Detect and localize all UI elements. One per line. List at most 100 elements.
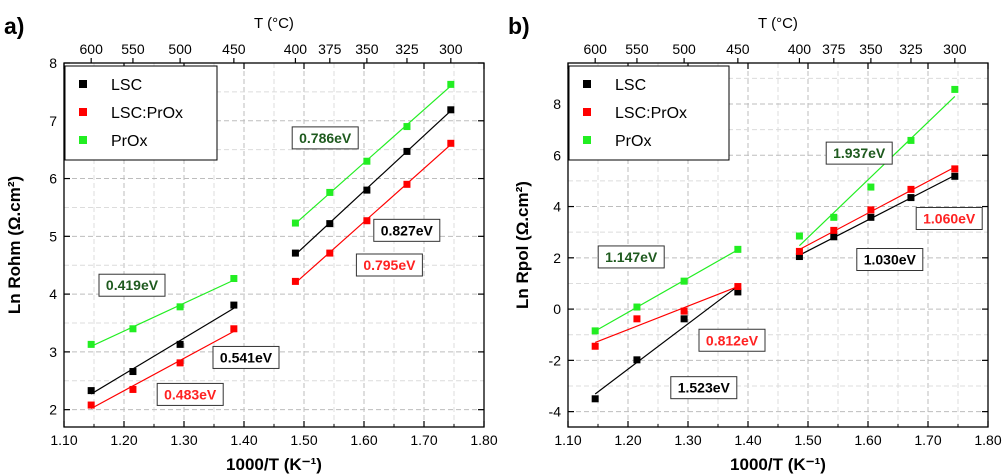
legend-label: LSC — [615, 77, 646, 94]
top-tick-label: 500 — [672, 41, 696, 57]
data-point — [291, 249, 299, 257]
legend-box — [64, 65, 218, 161]
annotation-label: 0.786eV — [299, 130, 352, 146]
annotation-label: 1.937eV — [833, 145, 886, 161]
y-tick-label: 6 — [49, 171, 57, 187]
legend-label: PrOx — [615, 133, 651, 150]
x-tick-label: 1.80 — [470, 432, 497, 448]
top-tick-label: 350 — [859, 41, 883, 57]
data-point — [363, 186, 371, 194]
top-tick-label: 375 — [318, 41, 342, 57]
annotation-label: 0.812eV — [706, 332, 759, 348]
y-tick-label: -4 — [549, 404, 562, 420]
x-tick-label: 1.10 — [554, 432, 581, 448]
legend-marker — [583, 80, 591, 88]
legend-marker — [583, 136, 591, 144]
annotation-label: 0.541eV — [220, 349, 273, 365]
annotation-label: 0.795eV — [363, 257, 416, 273]
data-point — [591, 342, 599, 350]
data-point — [403, 123, 411, 131]
fit-line — [799, 174, 956, 256]
data-point — [734, 245, 742, 253]
annotation-box — [291, 126, 359, 150]
y-axis-label: Ln Rohm (Ω.cm²) — [5, 176, 24, 314]
fit-line — [594, 249, 739, 332]
legend-label: LSC:PrOx — [615, 105, 687, 122]
legend-label: LSC:PrOx — [111, 105, 183, 122]
top-axis-label: T (°C) — [758, 15, 798, 32]
data-point — [230, 275, 238, 283]
data-point — [326, 220, 334, 228]
panel-label: b) — [508, 13, 530, 39]
top-tick-label: 500 — [168, 41, 192, 57]
panel-label: a) — [4, 13, 24, 39]
data-point — [867, 206, 875, 214]
top-tick-label: 400 — [284, 41, 308, 57]
data-point — [734, 283, 742, 291]
legend-label: PrOx — [111, 133, 147, 150]
x-axis-label: 1000/T (K⁻¹) — [730, 455, 826, 474]
x-tick-label: 1.20 — [614, 432, 641, 448]
data-point — [680, 307, 688, 315]
data-point — [87, 340, 95, 348]
annotation-box — [373, 218, 441, 242]
y-tick-label: 3 — [49, 344, 57, 360]
fit-line — [90, 330, 235, 410]
data-point — [951, 85, 959, 93]
top-tick-label: 450 — [222, 41, 246, 57]
x-tick-label: 1.70 — [914, 432, 941, 448]
y-tick-label: 0 — [553, 301, 561, 317]
data-point — [907, 185, 915, 193]
data-point — [176, 359, 184, 367]
top-tick-label: 350 — [355, 41, 379, 57]
data-point — [591, 395, 599, 403]
annotation-box — [355, 253, 423, 277]
data-point — [447, 106, 455, 114]
data-point — [291, 219, 299, 227]
data-point — [830, 226, 838, 234]
data-point — [447, 80, 455, 88]
data-point — [867, 183, 875, 191]
annotation-box — [825, 141, 893, 165]
legend-marker — [79, 80, 87, 88]
annotation-box — [156, 382, 224, 406]
data-point — [680, 315, 688, 323]
y-tick-label: 2 — [49, 402, 57, 418]
y-tick-label: 6 — [553, 147, 561, 163]
data-point — [129, 368, 137, 376]
data-point — [907, 194, 915, 202]
top-tick-label: 600 — [584, 41, 608, 57]
fit-line — [594, 285, 739, 395]
legend-marker — [79, 108, 87, 116]
annotation-box — [856, 248, 924, 272]
x-tick-label: 1.40 — [734, 432, 761, 448]
data-point — [867, 213, 875, 221]
panel-a: 0.419eV 0.541eV 0.483eV 0.786eV 0.827eV 0.795… — [4, 13, 498, 474]
data-point — [230, 301, 238, 309]
annotation-box — [597, 245, 665, 269]
data-point — [176, 303, 184, 311]
y-tick-label: 8 — [553, 96, 561, 112]
legend: LSC LSC:PrOx PrOx — [64, 65, 218, 161]
fit-line — [90, 307, 235, 395]
data-point — [830, 233, 838, 241]
data-point — [87, 387, 95, 395]
y-tick-label: 4 — [553, 199, 561, 215]
fit-line — [295, 110, 452, 256]
data-point — [951, 165, 959, 173]
data-point — [363, 157, 371, 165]
annotation-label: 1.030eV — [864, 252, 917, 268]
data-point — [907, 136, 915, 144]
x-tick-label: 1.50 — [290, 432, 317, 448]
top-tick-label: 550 — [121, 41, 145, 57]
y-axis-label: Ln Rpol (Ω.cm²) — [513, 181, 532, 309]
annotation-label: 0.827eV — [381, 222, 434, 238]
annotation-box — [698, 328, 766, 352]
data-point — [129, 385, 137, 393]
annotation-label: 1.147eV — [605, 249, 658, 265]
x-tick-label: 1.60 — [350, 432, 377, 448]
data-point — [403, 180, 411, 188]
data-point — [326, 188, 334, 196]
top-tick-label: 400 — [788, 41, 812, 57]
